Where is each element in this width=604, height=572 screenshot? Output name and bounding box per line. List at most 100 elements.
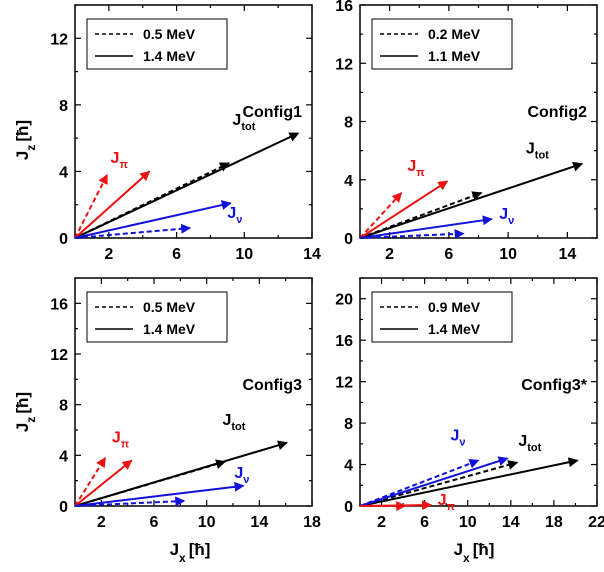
y-axis-label-top: Jz[ħ]: [13, 120, 38, 160]
panel-config3-star: 2 6 10 14 18 22 0 4 8 12 16 20 0.9 MeV 1.4 MeV Config3…: [335, 277, 604, 531]
legend-label: 1.1 MeV: [428, 48, 481, 64]
panel-config3: 2 6 10 14 18 0 4 8 12 16 0.5 MeV 1.4 MeV Config3 Jtot…: [50, 277, 321, 531]
y-tick-label: 12: [50, 347, 68, 364]
vector-j-tot-label: Jtot: [518, 433, 541, 454]
x-tick-label: 10: [499, 246, 517, 263]
x-tick-label: 6: [172, 246, 181, 263]
x-tick-label: 10: [198, 514, 216, 531]
vector-j-nu-solid: [74, 481, 245, 507]
y-tick-label: 20: [335, 292, 353, 309]
legend-box: [371, 18, 513, 70]
plot-frame: [74, 277, 313, 507]
legend-box: [86, 291, 228, 343]
vector-j-pi-dashed: [359, 192, 403, 239]
vector-j-nu-label: Jν: [450, 428, 465, 449]
x-tick-label: 6: [150, 514, 159, 531]
vector-j-nu-dashed: [74, 496, 186, 507]
vector-j-pi-dashed: [74, 457, 107, 507]
legend-label: 0.5 MeV: [143, 299, 196, 315]
vector-j-nu-solid: [74, 200, 232, 239]
plot-frame: [359, 277, 598, 507]
vector-j-pi-solid: [359, 180, 449, 239]
vector-j-nu-label: Jν: [234, 465, 249, 486]
vector-j-nu-dashed: [359, 229, 465, 240]
y-tick-label: 16: [50, 296, 68, 313]
vector-j-pi-solid: [359, 500, 433, 511]
x-tick-label: 18: [303, 514, 321, 531]
panel-title: Config1: [242, 104, 302, 121]
legend-label: 1.4 MeV: [428, 321, 481, 337]
y-tick-label: 8: [59, 398, 68, 415]
x-tick-label: 18: [545, 514, 563, 531]
x-axis-label-right: Jx [ħ]: [454, 540, 495, 565]
legend-box: [86, 18, 228, 70]
x-tick-label: 6: [444, 246, 453, 263]
x-tick-label: 22: [588, 514, 604, 531]
y-tick-label: 4: [59, 164, 68, 181]
y-tick-label: 12: [335, 375, 353, 392]
legend-label: 0.2 MeV: [428, 26, 481, 42]
y-tick-label: 8: [59, 98, 68, 115]
x-tick-label: 14: [250, 514, 268, 531]
vector-j-tot-solid: [74, 440, 288, 507]
y-tick-label: 16: [335, 0, 353, 15]
y-tick-label: 8: [344, 115, 353, 132]
vector-j-pi-solid: [74, 459, 133, 507]
vector-j-tot-label: Jtot: [526, 141, 549, 162]
y-tick-label: 16: [335, 333, 353, 350]
panel-title: Config3: [242, 377, 302, 394]
x-axis-label-left: Jx [ħ]: [170, 540, 211, 565]
legend-label: 1.4 MeV: [143, 48, 196, 64]
vector-j-pi-label: Jπ: [112, 430, 130, 451]
x-tick-label: 2: [377, 514, 386, 531]
vector-j-tot-label: Jtot: [222, 412, 245, 433]
vector-j-pi-label: Jπ: [111, 150, 129, 171]
vector-j-pi-solid: [74, 170, 151, 239]
vector-j-nu-label: Jν: [227, 205, 242, 226]
x-tick-label: 6: [420, 514, 429, 531]
y-tick-label: 0: [59, 231, 68, 248]
y-tick-label: 4: [344, 173, 353, 190]
vector-j-nu-label: Jν: [499, 206, 514, 227]
legend-label: 0.5 MeV: [143, 26, 196, 42]
panel-title: Config3*: [521, 377, 588, 394]
vector-j-tot-solid: [359, 161, 584, 239]
vector-j-pi-label: Jπ: [407, 158, 425, 179]
x-tick-label: 10: [235, 246, 253, 263]
legend-label: 1.4 MeV: [143, 321, 196, 337]
y-tick-label: 0: [344, 499, 353, 516]
x-tick-label: 10: [459, 514, 477, 531]
vector-j-nu-dashed: [74, 223, 192, 239]
y-axis-label-bottom: Jz[ħ]: [13, 392, 38, 432]
vector-j-nu-solid: [359, 215, 493, 239]
y-tick-label: 0: [344, 231, 353, 248]
vector-j-nu-solid: [359, 456, 509, 507]
legend-box: [371, 291, 513, 343]
y-tick-label: 0: [59, 499, 68, 516]
vector-j-pi-dashed: [74, 173, 109, 239]
x-tick-label: 2: [104, 246, 113, 263]
x-tick-label: 14: [303, 246, 321, 263]
x-tick-label: 14: [502, 514, 520, 531]
panel-title: Config2: [527, 104, 587, 121]
y-tick-label: 12: [335, 56, 353, 73]
vector-j-tot-dashed: [359, 460, 519, 507]
vector-j-tot-label: Jtot: [232, 112, 255, 133]
x-tick-label: 2: [97, 514, 106, 531]
x-tick-label: 2: [385, 246, 394, 263]
vector-j-nu-dashed: [359, 458, 480, 507]
vector-j-tot-solid: [74, 132, 300, 239]
vector-j-tot-dashed: [359, 191, 483, 239]
legend-label: 0.9 MeV: [428, 299, 481, 315]
y-tick-label: 4: [59, 448, 68, 465]
y-tick-label: 4: [344, 458, 353, 475]
y-tick-label: 12: [50, 31, 68, 48]
panel-config2: 2 6 10 14 0 4 8 12 16 0.2 MeV 1.1 MeV Config2 Jtot Jπ…: [335, 0, 598, 263]
vector-j-tot-solid: [359, 457, 579, 507]
x-tick-label: 14: [558, 246, 576, 263]
y-tick-label: 8: [344, 416, 353, 433]
plot-frame: [74, 4, 313, 239]
vector-j-pi-label: Jπ: [438, 492, 456, 513]
